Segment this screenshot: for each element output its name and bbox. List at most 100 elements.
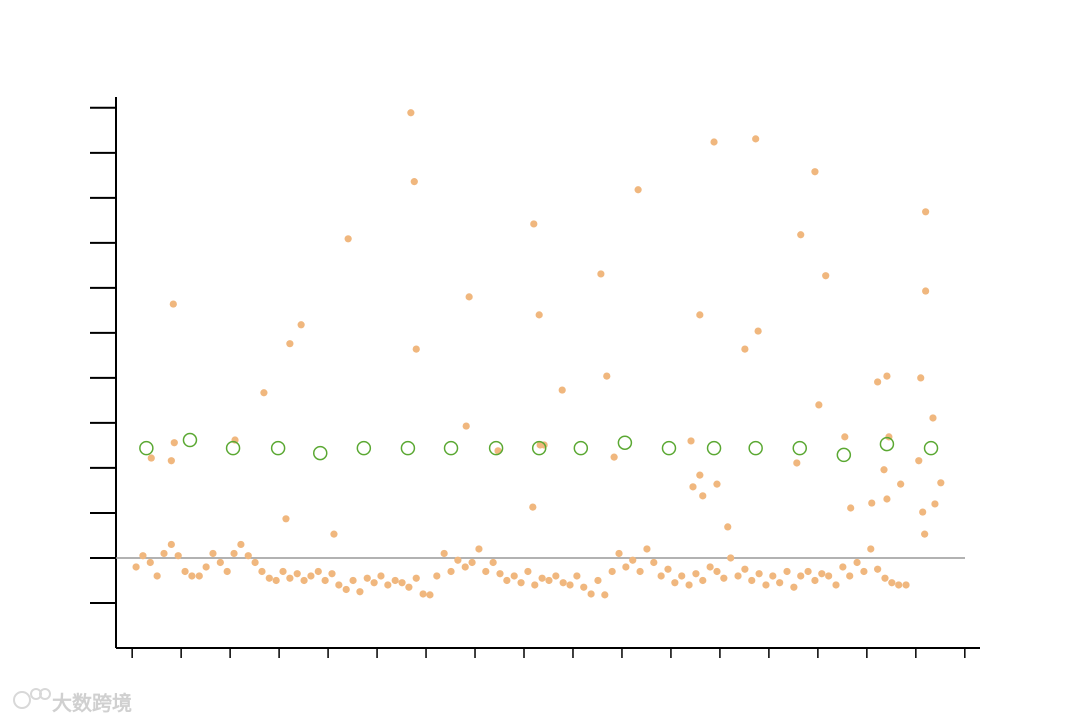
dot-point: [929, 414, 937, 422]
dot-point: [811, 168, 819, 176]
dot-point: [330, 530, 338, 538]
dot-point: [174, 552, 182, 560]
dot-point: [230, 549, 238, 558]
dot-point: [883, 372, 891, 380]
dot-point: [931, 500, 939, 508]
dot-point: [559, 579, 567, 587]
dot-point: [482, 567, 490, 576]
dot-point: [720, 574, 728, 582]
dot-point: [839, 563, 847, 571]
dot-point: [202, 563, 210, 571]
dot-point: [689, 483, 697, 491]
ring-point: [443, 440, 459, 456]
dot-point: [724, 523, 732, 531]
dot-point: [594, 576, 602, 585]
dot-point: [921, 530, 929, 538]
dot-point: [811, 576, 819, 585]
ring-point: [748, 440, 763, 456]
watermark: 大数跨境: [52, 691, 132, 715]
dot-point: [790, 583, 798, 591]
dot-point: [922, 287, 930, 295]
dot-point: [300, 576, 308, 585]
dot-point: [407, 109, 415, 117]
dot-point: [297, 321, 305, 329]
dot-point: [888, 579, 896, 587]
dot-point: [741, 345, 749, 353]
dot-point: [272, 576, 280, 585]
dot-point: [727, 554, 735, 562]
ring-point: [706, 440, 722, 456]
dot-point: [223, 567, 231, 576]
dot-point: [897, 480, 905, 488]
dot-point: [356, 588, 364, 596]
dot-point: [610, 453, 618, 461]
dot-point: [841, 433, 849, 441]
dot-point: [391, 576, 399, 585]
dot-point: [615, 549, 623, 558]
dot-point: [713, 480, 721, 488]
ring-point: [400, 440, 416, 456]
ring-point: [573, 440, 589, 456]
dot-point: [531, 581, 539, 589]
dot-point: [244, 552, 252, 560]
dot-point: [937, 479, 945, 487]
dot-point: [622, 563, 630, 571]
dot-point: [804, 567, 812, 576]
dot-point: [874, 378, 882, 386]
dot-point: [685, 581, 693, 589]
dot-point: [657, 572, 665, 580]
dot-point: [167, 540, 175, 549]
dot-point: [419, 590, 427, 598]
dot-point: [580, 583, 588, 591]
dot-point: [139, 552, 147, 560]
dot-point: [307, 572, 315, 580]
dot-point: [741, 565, 749, 573]
dot-point: [188, 572, 196, 580]
dot-point: [696, 311, 704, 319]
dot-point: [370, 579, 378, 587]
dot-point: [797, 231, 805, 239]
dot-point: [293, 570, 301, 578]
dot-point: [687, 437, 695, 445]
dot-point: [147, 454, 155, 462]
ring-point: [182, 432, 198, 448]
dot-point: [265, 574, 273, 582]
dot-point: [160, 549, 168, 558]
ring-point: [270, 440, 286, 456]
dot-point: [510, 572, 518, 580]
dot-point: [335, 581, 343, 589]
dot-point: [634, 186, 642, 194]
dot-point: [530, 220, 538, 228]
dot-point: [922, 208, 930, 216]
dot-point: [146, 558, 154, 567]
dot-point: [251, 558, 259, 567]
dot-point: [793, 459, 801, 467]
dot-point: [535, 311, 543, 319]
ring-point: [661, 440, 677, 456]
dot-point: [426, 591, 434, 599]
dot-point: [608, 567, 616, 576]
dot-point: [754, 327, 762, 335]
dot-point: [895, 581, 903, 589]
dot-point: [650, 558, 658, 567]
ring-point: [923, 440, 939, 456]
dot-point: [867, 545, 875, 553]
dot-point: [902, 581, 910, 589]
dot-point: [748, 576, 756, 585]
dot-point: [260, 389, 268, 397]
dot-point: [461, 563, 469, 571]
dot-point: [195, 572, 203, 580]
ring-point: [312, 445, 328, 461]
dot-point: [447, 567, 455, 576]
dot-point: [167, 457, 175, 465]
dot-point: [752, 135, 760, 143]
dot-point: [489, 558, 497, 567]
dot-point: [475, 545, 483, 553]
dot-point: [405, 583, 413, 591]
dot-point: [874, 565, 882, 573]
dot-point: [465, 293, 473, 301]
dot-point: [552, 572, 560, 580]
dot-point: [629, 556, 637, 564]
watermark-logo: [13, 688, 51, 709]
